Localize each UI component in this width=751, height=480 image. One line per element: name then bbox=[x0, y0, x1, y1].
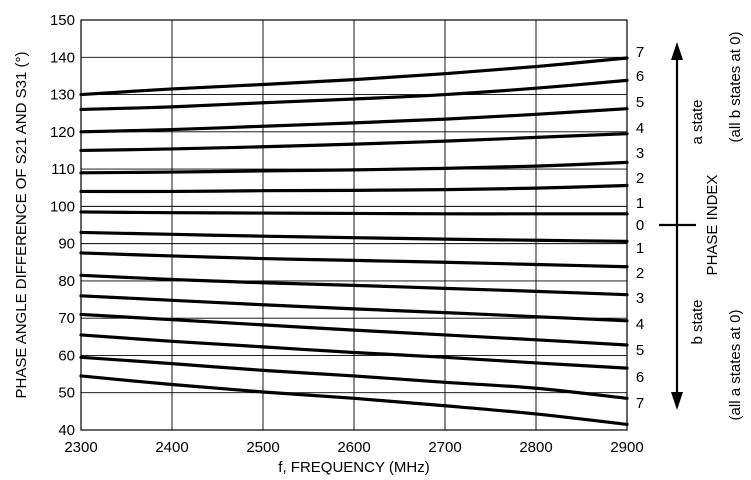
phase-index-label: 6 bbox=[636, 68, 644, 85]
phase-index-label: 7 bbox=[636, 395, 644, 412]
y-tick-label: 150 bbox=[50, 12, 75, 29]
series-line bbox=[79, 374, 629, 427]
phase-index-label: 3 bbox=[636, 290, 644, 307]
y-tick-label: 100 bbox=[50, 198, 75, 215]
series-line bbox=[79, 160, 629, 175]
arrow-down-head bbox=[671, 392, 683, 410]
series-line bbox=[79, 230, 629, 243]
series-line bbox=[79, 210, 629, 216]
phase-index-label: 7 bbox=[636, 44, 644, 61]
y-tick-label: 110 bbox=[51, 161, 75, 178]
phase-index-labels: 7 6 5 4 3 2 1 0 1 2 3 4 5 6 7 bbox=[636, 44, 644, 412]
x-tick-label: 2500 bbox=[246, 439, 279, 456]
y-tick-label: 40 bbox=[58, 422, 75, 439]
phase-index-label: 5 bbox=[636, 94, 644, 111]
phase-index-label: 2 bbox=[636, 170, 644, 187]
series-lines bbox=[79, 56, 629, 427]
series-line bbox=[79, 333, 629, 370]
y-tick-label: 120 bbox=[50, 124, 75, 141]
grid bbox=[80, 19, 628, 431]
x-tick-label: 2800 bbox=[519, 439, 552, 456]
y-tick-labels: 40 50 60 70 80 90 100 110 120 130 140 150 bbox=[50, 12, 75, 439]
series-line bbox=[79, 107, 629, 134]
phase-index-label: 2 bbox=[636, 265, 644, 282]
b-state-note: (all a states at 0) bbox=[727, 310, 744, 421]
y-tick-label: 80 bbox=[58, 273, 75, 290]
y-axis-title: PHASE ANGLE DIFFERENCE OF S21 AND S31 (°… bbox=[13, 52, 30, 399]
series-line bbox=[79, 183, 629, 194]
phase-index-title: PHASE INDEX bbox=[704, 175, 721, 276]
y-tick-label: 50 bbox=[58, 385, 75, 402]
y-tick-label: 90 bbox=[58, 236, 75, 253]
phase-index-label: 4 bbox=[636, 120, 644, 137]
phase-index-label: 3 bbox=[636, 145, 644, 162]
x-tick-labels: 2300 2400 2500 2600 2700 2800 2900 bbox=[64, 439, 643, 456]
x-tick-label: 2600 bbox=[337, 439, 370, 456]
series-line bbox=[79, 294, 629, 323]
y-tick-label: 70 bbox=[58, 310, 75, 327]
phase-index-label: 4 bbox=[636, 316, 644, 333]
phase-index-arrow bbox=[659, 42, 696, 410]
series-line bbox=[79, 56, 629, 97]
phase-index-label: 0 bbox=[636, 217, 644, 234]
phase-index-label: 5 bbox=[636, 342, 644, 359]
x-tick-label: 2300 bbox=[64, 439, 97, 456]
series-line bbox=[79, 312, 629, 347]
x-tick-label: 2900 bbox=[610, 439, 643, 456]
series-line bbox=[79, 251, 629, 269]
y-tick-label: 140 bbox=[50, 49, 75, 66]
phase-index-label: 1 bbox=[636, 240, 644, 257]
x-axis-title: f, FREQUENCY (MHz) bbox=[278, 459, 429, 476]
y-tick-label: 130 bbox=[50, 87, 75, 104]
plot-frame bbox=[80, 19, 628, 431]
b-state-label: b state bbox=[689, 299, 706, 344]
a-state-label: a state bbox=[689, 99, 706, 144]
arrow-up-head bbox=[671, 42, 683, 60]
series-line bbox=[79, 132, 629, 153]
series-line bbox=[79, 273, 629, 297]
a-state-note: (all b states at 0) bbox=[727, 32, 744, 143]
series-line bbox=[79, 355, 629, 400]
x-tick-label: 2400 bbox=[155, 439, 188, 456]
x-tick-label: 2700 bbox=[428, 439, 461, 456]
series-line bbox=[79, 78, 629, 112]
y-tick-label: 60 bbox=[58, 347, 75, 364]
phase-index-label: 6 bbox=[636, 369, 644, 386]
phase-index-label: 1 bbox=[636, 195, 644, 212]
